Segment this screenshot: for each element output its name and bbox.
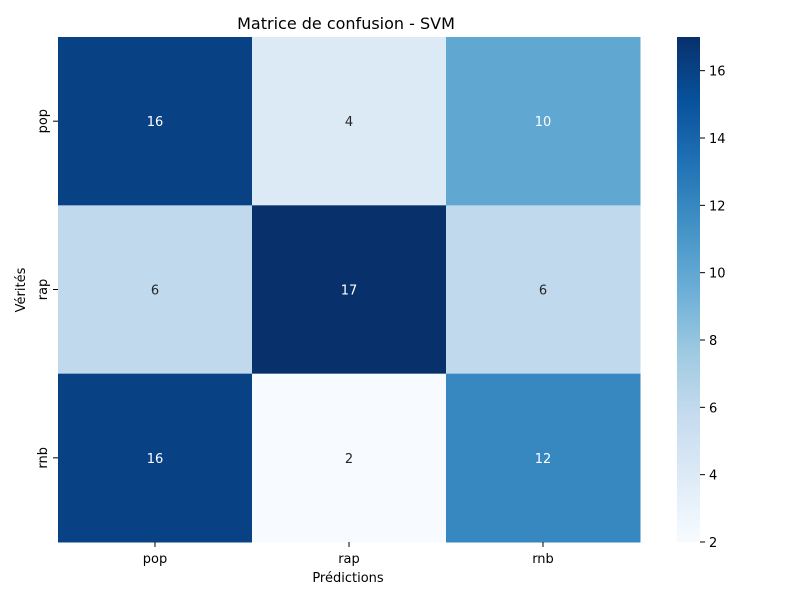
cell-value-label: 10 — [535, 115, 552, 130]
heatmap-cell-rnb-rnb — [446, 373, 641, 543]
heatmap-cell-pop-rnb — [446, 37, 641, 206]
chart-title: Matrice de confusion - SVM — [237, 14, 455, 33]
colorbar-tick-label: 14 — [709, 132, 726, 147]
x-axis-label: Prédictions — [312, 571, 384, 586]
heatmap-cell-rap-pop — [58, 205, 253, 375]
colorbar-tick-label: 12 — [709, 199, 726, 214]
y-tick-label-rap: rap — [36, 279, 51, 301]
y-tick-label-rnb: rnb — [36, 447, 51, 469]
y-axis-label: Vérités — [14, 267, 29, 312]
cell-value-label: 6 — [539, 284, 547, 299]
colorbar-tick-label: 4 — [709, 469, 717, 484]
colorbar-tick-label: 10 — [709, 267, 726, 282]
cell-value-label: 2 — [345, 452, 353, 467]
colorbar-tick-label: 2 — [709, 536, 717, 551]
cell-value-label: 17 — [341, 284, 358, 299]
colorbar-tick-label: 8 — [709, 334, 717, 349]
heatmap-cell-rnb-pop — [58, 373, 253, 543]
x-tick-label-rnb: rnb — [532, 552, 554, 567]
cell-value-label: 16 — [147, 115, 164, 130]
colorbar-tick-label: 6 — [709, 401, 717, 416]
colorbar-tick-label: 16 — [709, 65, 726, 80]
colorbar — [677, 37, 700, 542]
heatmap-cell-rnb-rap — [252, 373, 447, 543]
heatmap-cell-rap-rnb — [446, 205, 641, 375]
heatmap-cell-pop-pop — [58, 37, 253, 206]
cell-value-label: 4 — [345, 115, 353, 130]
heatmap-cell-pop-rap — [252, 37, 447, 206]
cell-value-label: 16 — [147, 452, 164, 467]
heatmap-cell-rap-rap — [252, 205, 447, 375]
y-tick-label-pop: pop — [36, 109, 51, 133]
x-tick-label-rap: rap — [338, 552, 360, 567]
cell-value-label: 12 — [535, 452, 552, 467]
x-tick-label-pop: pop — [143, 552, 167, 567]
cell-value-label: 6 — [151, 284, 159, 299]
